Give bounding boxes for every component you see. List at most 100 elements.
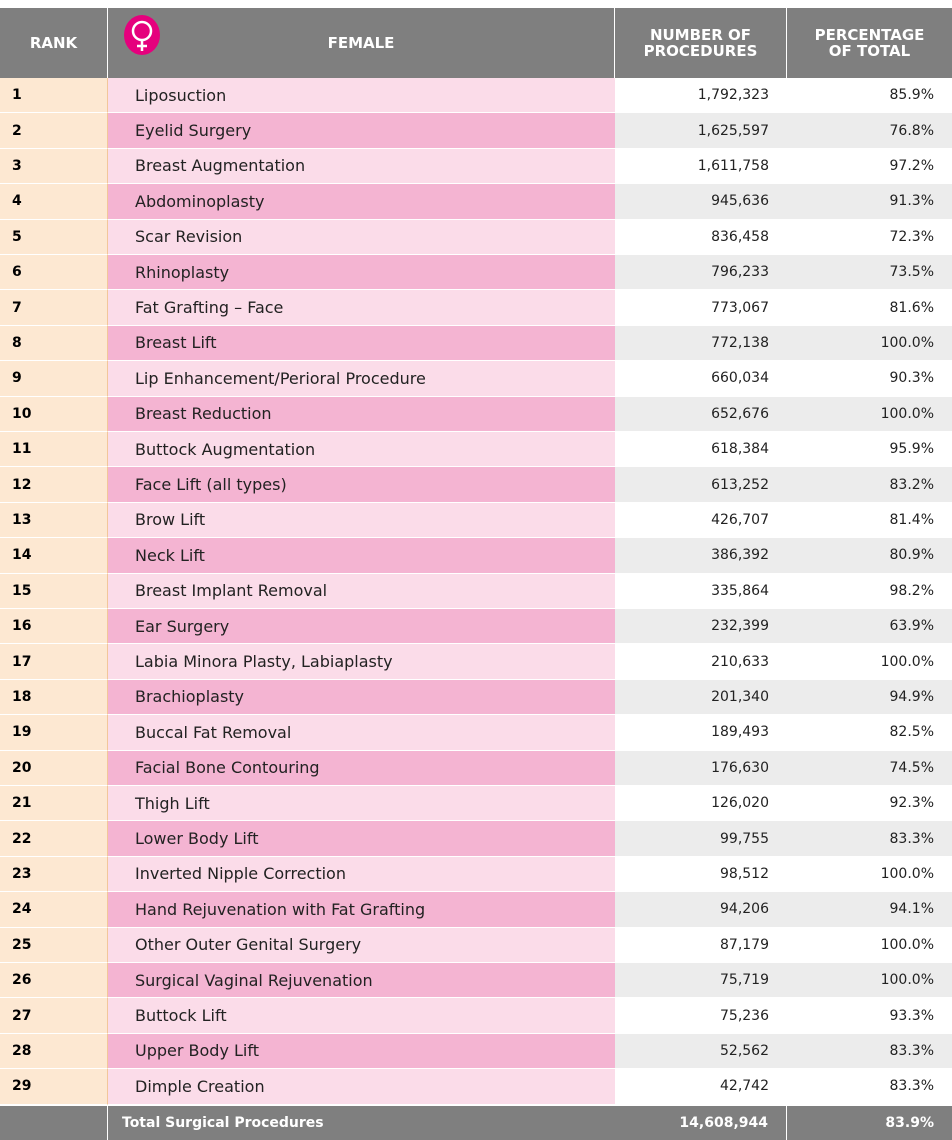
procedure-cell: Liposuction <box>108 78 615 114</box>
rank-cell: 23 <box>0 856 108 893</box>
rank-cell: 14 <box>0 538 108 574</box>
number-cell: 660,034 <box>615 361 787 397</box>
number-cell: 836,458 <box>615 219 787 255</box>
number-cell: 613,252 <box>615 467 787 503</box>
rank-cell: 3 <box>0 148 108 185</box>
procedure-cell: Lower Body Lift <box>108 821 615 857</box>
rank-cell: 15 <box>0 573 108 609</box>
number-cell: 75,719 <box>615 963 787 999</box>
number-cell: 52,562 <box>615 1033 787 1070</box>
rank-cell: 10 <box>0 396 108 432</box>
rank-cell: 8 <box>0 325 108 362</box>
header-text: RANK <box>29 34 78 52</box>
rank-cell: 5 <box>0 219 108 255</box>
percentage-cell: 91.3% <box>787 184 952 220</box>
rank-cell: 21 <box>0 786 108 822</box>
rank-cell: 25 <box>0 927 108 963</box>
rank-cell: 19 <box>0 715 108 751</box>
number-cell: 386,392 <box>615 538 787 574</box>
procedure-cell: Buttock Lift <box>108 998 615 1034</box>
percentage-cell: 83.3% <box>787 1069 952 1105</box>
procedure-cell: Lip Enhancement/Perioral Procedure <box>108 361 615 397</box>
rank-cell: 24 <box>0 892 108 928</box>
rank-cell: 1 <box>0 78 108 114</box>
header-text: NUMBER OF <box>649 26 752 44</box>
number-cell: 99,755 <box>615 821 787 857</box>
percentage-cell: 81.6% <box>787 290 952 326</box>
number-cell: 1,625,597 <box>615 113 787 149</box>
procedure-cell: Ear Surgery <box>108 609 615 645</box>
rank-cell: 2 <box>0 113 108 149</box>
rank-cell: 7 <box>0 290 108 326</box>
number-cell: 189,493 <box>615 715 787 751</box>
percentage-cell: 83.3% <box>787 821 952 857</box>
number-cell: 945,636 <box>615 184 787 220</box>
procedure-cell: Surgical Vaginal Rejuvenation <box>108 963 615 999</box>
number-cell: 126,020 <box>615 786 787 822</box>
number-cell: 210,633 <box>615 644 787 680</box>
percentage-cell: 83.3% <box>787 1033 952 1070</box>
procedure-cell: Other Outer Genital Surgery <box>108 927 615 963</box>
rank-cell: 9 <box>0 361 108 397</box>
procedure-cell: Breast Lift <box>108 325 615 362</box>
procedure-cell: Breast Implant Removal <box>108 573 615 609</box>
rank-cell: 27 <box>0 998 108 1034</box>
number-cell: 87,179 <box>615 927 787 963</box>
percentage-cell: 97.2% <box>787 148 952 185</box>
header-text: OF TOTAL <box>828 42 911 60</box>
header-rank: RANK <box>0 8 107 78</box>
percentage-cell: 100.0% <box>787 963 952 999</box>
procedure-cell: Abdominoplasty <box>108 184 615 220</box>
total-blank <box>0 1105 107 1140</box>
percentage-cell: 74.5% <box>787 750 952 786</box>
number-cell: 201,340 <box>615 679 787 716</box>
percentage-cell: 72.3% <box>787 219 952 255</box>
rank-cell: 26 <box>0 963 108 999</box>
percentage-cell: 90.3% <box>787 361 952 397</box>
rank-cell: 16 <box>0 609 108 645</box>
number-cell: 618,384 <box>615 432 787 468</box>
percentage-cell: 100.0% <box>787 644 952 680</box>
number-cell: 772,138 <box>615 325 787 362</box>
number-cell: 42,742 <box>615 1069 787 1105</box>
percentage-cell: 76.8% <box>787 113 952 149</box>
percentage-cell: 94.1% <box>787 892 952 928</box>
procedure-cell: Thigh Lift <box>108 786 615 822</box>
procedure-cell: Scar Revision <box>108 219 615 255</box>
procedure-cell: Inverted Nipple Correction <box>108 856 615 893</box>
procedure-cell: Brow Lift <box>108 502 615 539</box>
rank-cell: 18 <box>0 679 108 716</box>
number-cell: 773,067 <box>615 290 787 326</box>
procedure-cell: Brachioplasty <box>108 679 615 716</box>
percentage-cell: 98.2% <box>787 573 952 609</box>
percentage-cell: 94.9% <box>787 679 952 716</box>
rank-cell: 11 <box>0 432 108 468</box>
percentage-cell: 80.9% <box>787 538 952 574</box>
procedure-cell: Breast Reduction <box>108 396 615 432</box>
procedure-cell: Neck Lift <box>108 538 615 574</box>
procedure-cell: Facial Bone Contouring <box>108 750 615 786</box>
procedure-cell: Breast Augmentation <box>108 148 615 185</box>
number-cell: 75,236 <box>615 998 787 1034</box>
procedure-cell: Fat Grafting – Face <box>108 290 615 326</box>
percentage-cell: 100.0% <box>787 396 952 432</box>
number-cell: 1,611,758 <box>615 148 787 185</box>
rank-cell: 29 <box>0 1069 108 1105</box>
number-cell: 98,512 <box>615 856 787 893</box>
percentage-cell: 100.0% <box>787 856 952 893</box>
number-cell: 335,864 <box>615 573 787 609</box>
number-cell: 232,399 <box>615 609 787 645</box>
header-female: FEMALE <box>108 8 614 78</box>
header-percentage: PERCENTAGE OF TOTAL <box>787 8 952 78</box>
percentage-cell: 100.0% <box>787 927 952 963</box>
percentage-cell: 81.4% <box>787 502 952 539</box>
percentage-cell: 92.3% <box>787 786 952 822</box>
procedure-cell: Upper Body Lift <box>108 1033 615 1070</box>
total-number: 14,608,944 <box>615 1105 786 1140</box>
procedure-cell: Labia Minora Plasty, Labiaplasty <box>108 644 615 680</box>
procedure-cell: Eyelid Surgery <box>108 113 615 149</box>
percentage-cell: 73.5% <box>787 255 952 291</box>
rank-cell: 4 <box>0 184 108 220</box>
percentage-cell: 100.0% <box>787 325 952 362</box>
